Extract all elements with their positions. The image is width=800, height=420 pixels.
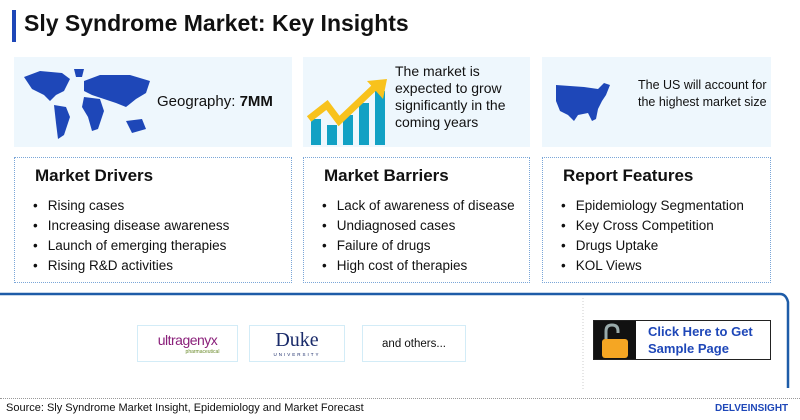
list-item: Undiagnosed cases — [322, 216, 515, 236]
footer-divider — [0, 398, 800, 399]
list-item: Epidemiology Segmentation — [561, 196, 744, 216]
growth-card: The market is expected to grow significa… — [303, 57, 530, 147]
duke-sub: UNIVERSITY — [273, 352, 321, 357]
others-label: and others... — [362, 325, 466, 362]
list-item: Drugs Uptake — [561, 236, 744, 256]
list-item: Lack of awareness of disease — [322, 196, 515, 216]
source-text: Source: Sly Syndrome Market Insight, Epi… — [6, 402, 364, 414]
report-features-heading: Report Features — [563, 166, 694, 185]
growth-text: The market is expected to grow significa… — [395, 63, 506, 130]
duke-name: Duke — [275, 329, 319, 351]
market-barriers-heading: Market Barriers — [324, 166, 449, 185]
delveinsight-logo: DELVEINSIGHT — [715, 403, 789, 414]
us-map-icon — [556, 83, 610, 121]
ultragenyx-sub: pharmaceutical — [185, 348, 220, 355]
sample-button-label: Click Here to Get Sample Page — [648, 324, 753, 356]
geography-value: 7MM — [239, 93, 273, 110]
geography-label: Geography: — [157, 93, 240, 110]
market-drivers-box: Market Drivers Rising cases Increasing d… — [14, 157, 292, 283]
market-drivers-heading: Market Drivers — [35, 166, 154, 185]
get-sample-page-button[interactable]: Click Here to Get Sample Page — [593, 320, 771, 360]
title-accent-bar — [12, 10, 16, 42]
list-item: Increasing disease awareness — [33, 216, 230, 236]
unlock-icon — [594, 321, 636, 359]
report-features-box: Report Features Epidemiology Segmentatio… — [542, 157, 771, 283]
section-divider — [0, 292, 790, 390]
list-item: Launch of emerging therapies — [33, 236, 229, 256]
list-item: Key Cross Competition — [561, 216, 744, 236]
world-map-icon — [24, 69, 150, 139]
market-barriers-box: Market Barriers Lack of awareness of dis… — [303, 157, 530, 283]
list-item: High cost of therapies — [322, 256, 515, 276]
list-item: KOL Views — [561, 256, 744, 276]
growth-chart-icon — [307, 79, 387, 145]
list-item: Failure of drugs — [322, 236, 515, 256]
us-text: The US will account for the highest mark… — [638, 78, 767, 109]
page-title: Sly Syndrome Market: Key Insights — [24, 10, 409, 36]
list-item: Rising cases — [33, 196, 229, 216]
ultragenyx-logo: ultragenyx pharmaceutical — [137, 325, 238, 362]
geography-card: Geography: 7MM — [14, 57, 292, 147]
ultragenyx-name: ultragenyx — [157, 331, 218, 348]
list-item: Rising R&D activities — [33, 256, 229, 276]
duke-logo: Duke UNIVERSITY — [249, 325, 345, 362]
us-market-card: The US will account for the highest mark… — [542, 57, 771, 147]
